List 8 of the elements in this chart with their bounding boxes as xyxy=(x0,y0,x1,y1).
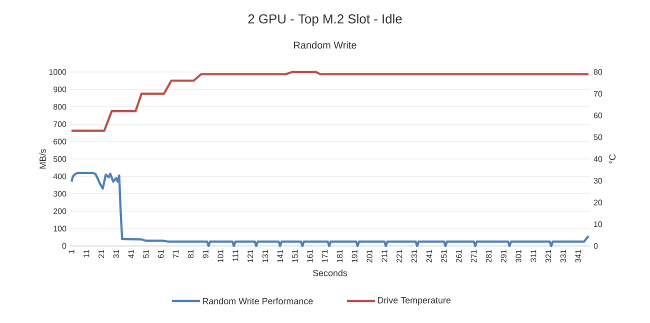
x-axis-title: Seconds xyxy=(312,270,348,276)
chart-title: 2 GPU - Top M.2 Slot - Idle xyxy=(248,14,402,26)
y2-axis-title: °C xyxy=(609,154,616,164)
chart-subtitle: Random Write xyxy=(294,41,356,49)
legend-label: Random Write Performance xyxy=(202,298,313,304)
legend-label: Drive Temperature xyxy=(378,296,451,306)
y-axis-title: MB/s xyxy=(39,149,46,168)
line-series xyxy=(70,70,590,132)
